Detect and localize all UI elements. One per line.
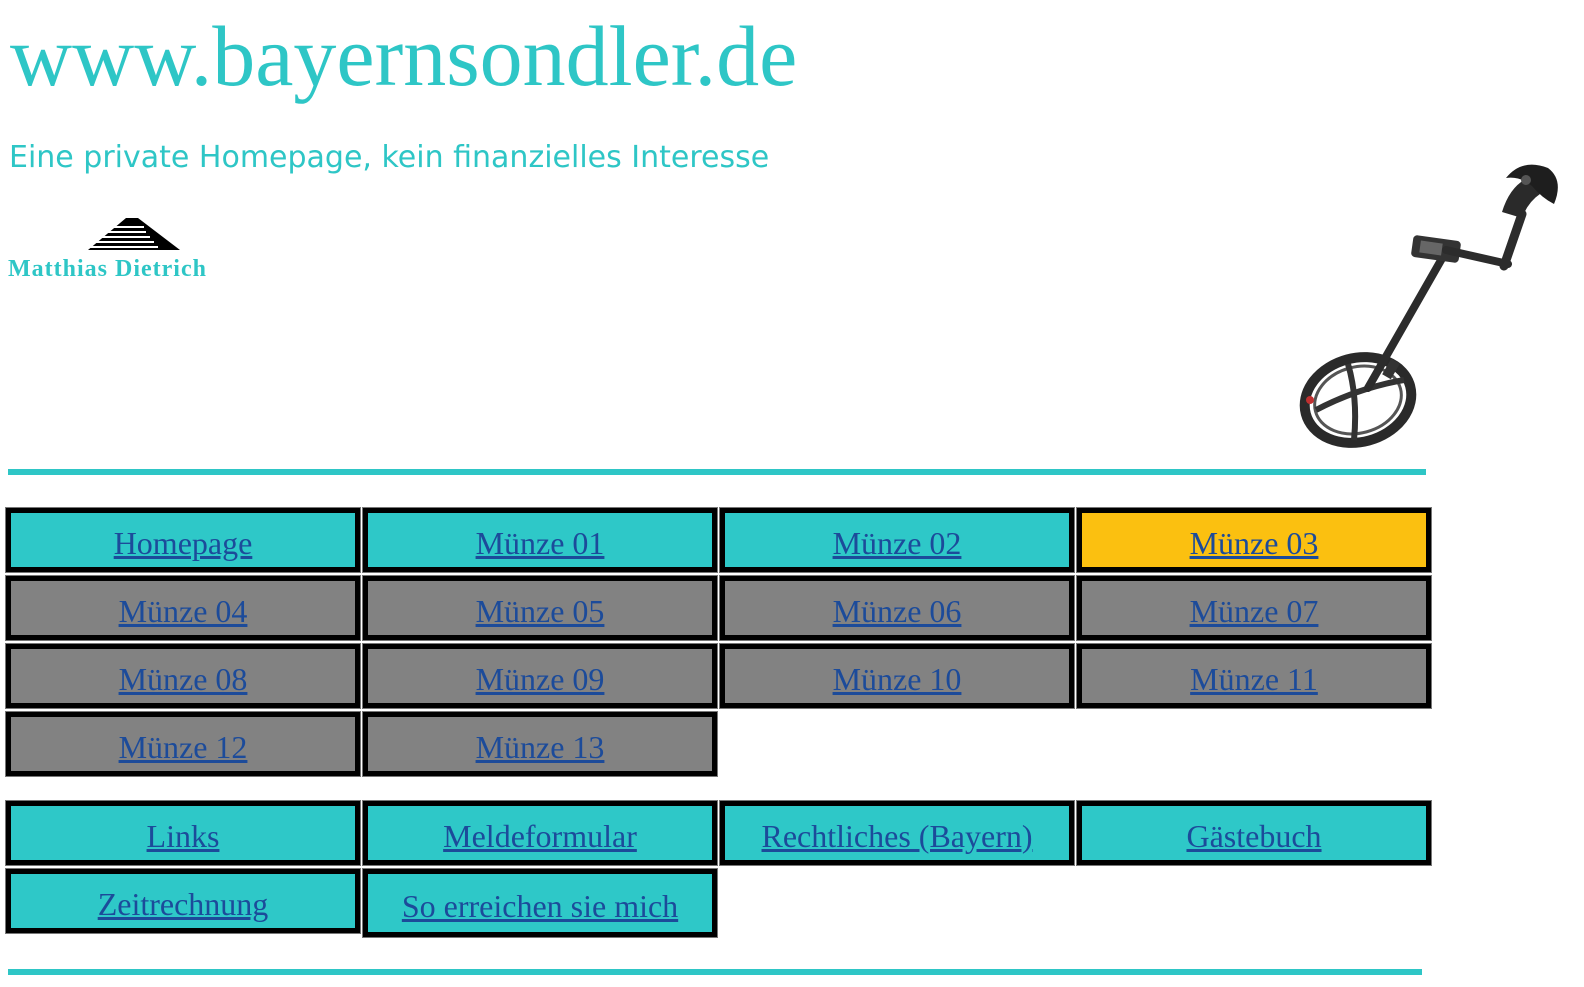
logo: Matthias Dietrich — [8, 216, 268, 288]
nav-muenze-08-button[interactable]: Münze 08 — [5, 643, 361, 709]
nav-muenze-07-link[interactable]: Münze 07 — [1189, 592, 1319, 629]
nav-kontakt-link[interactable]: So erreichen sie mich — [401, 887, 679, 924]
site-title: www.bayernsondler.de — [10, 8, 798, 104]
nav-muenze-01-link[interactable]: Münze 01 — [475, 524, 605, 561]
nav-muenze-06-button[interactable]: Münze 06 — [719, 575, 1075, 641]
nav-muenze-02-button[interactable]: Münze 02 — [719, 507, 1075, 573]
nav-muenze-13-button[interactable]: Münze 13 — [362, 711, 718, 777]
nav-homepage-link[interactable]: Homepage — [113, 524, 253, 561]
nav-zeitrechnung-button[interactable]: Zeitrechnung — [5, 868, 361, 934]
nav-muenze-12-link[interactable]: Münze 12 — [118, 728, 248, 765]
nav-rechtliches-button[interactable]: Rechtliches (Bayern) — [719, 800, 1075, 866]
nav-muenze-11-button[interactable]: Münze 11 — [1076, 643, 1432, 709]
nav-muenze-05-link[interactable]: Münze 05 — [475, 592, 605, 629]
nav-muenze-06-link[interactable]: Münze 06 — [832, 592, 962, 629]
nav-rechtliches-link[interactable]: Rechtliches (Bayern) — [761, 817, 1033, 854]
logo-name: Matthias Dietrich — [8, 256, 207, 282]
nav-kontakt-button[interactable]: So erreichen sie mich — [362, 868, 718, 938]
nav-gaestebuch-button[interactable]: Gästebuch — [1076, 800, 1432, 866]
nav-muenze-04-button[interactable]: Münze 04 — [5, 575, 361, 641]
nav-muenze-09-link[interactable]: Münze 09 — [475, 660, 605, 697]
nav-muenze-13-link[interactable]: Münze 13 — [475, 728, 605, 765]
nav-meldeformular-button[interactable]: Meldeformular — [362, 800, 718, 866]
nav-muenze-11-link[interactable]: Münze 11 — [1190, 660, 1318, 697]
nav-muenze-10-link[interactable]: Münze 10 — [832, 660, 962, 697]
nav-gaestebuch-link[interactable]: Gästebuch — [1186, 817, 1322, 854]
nav-muenze-04-link[interactable]: Münze 04 — [118, 592, 248, 629]
nav-homepage-button[interactable]: Homepage — [5, 507, 361, 573]
nav-muenze-05-button[interactable]: Münze 05 — [362, 575, 718, 641]
stepped-pyramid-logo-icon — [88, 218, 180, 250]
nav-muenze-09-button[interactable]: Münze 09 — [362, 643, 718, 709]
nav-muenze-03-button-active[interactable]: Münze 03 — [1076, 507, 1432, 573]
bottom-divider — [8, 969, 1422, 975]
nav-muenze-07-button[interactable]: Münze 07 — [1076, 575, 1432, 641]
nav-muenze-08-link[interactable]: Münze 08 — [118, 660, 248, 697]
metal-detector-icon — [1299, 164, 1558, 448]
nav-muenze-03-link[interactable]: Münze 03 — [1189, 524, 1319, 561]
nav-meldeformular-link[interactable]: Meldeformular — [443, 817, 637, 854]
site-tagline: Eine private Homepage, kein finanzielles… — [9, 140, 770, 175]
nav-muenze-10-button[interactable]: Münze 10 — [719, 643, 1075, 709]
nav-zeitrechnung-link[interactable]: Zeitrechnung — [97, 885, 269, 922]
nav-links-link[interactable]: Links — [146, 817, 220, 854]
nav-links-button[interactable]: Links — [5, 800, 361, 866]
nav-muenze-02-link[interactable]: Münze 02 — [832, 524, 962, 561]
nav-muenze-01-button[interactable]: Münze 01 — [362, 507, 718, 573]
top-divider — [8, 469, 1426, 475]
nav-muenze-12-button[interactable]: Münze 12 — [5, 711, 361, 777]
